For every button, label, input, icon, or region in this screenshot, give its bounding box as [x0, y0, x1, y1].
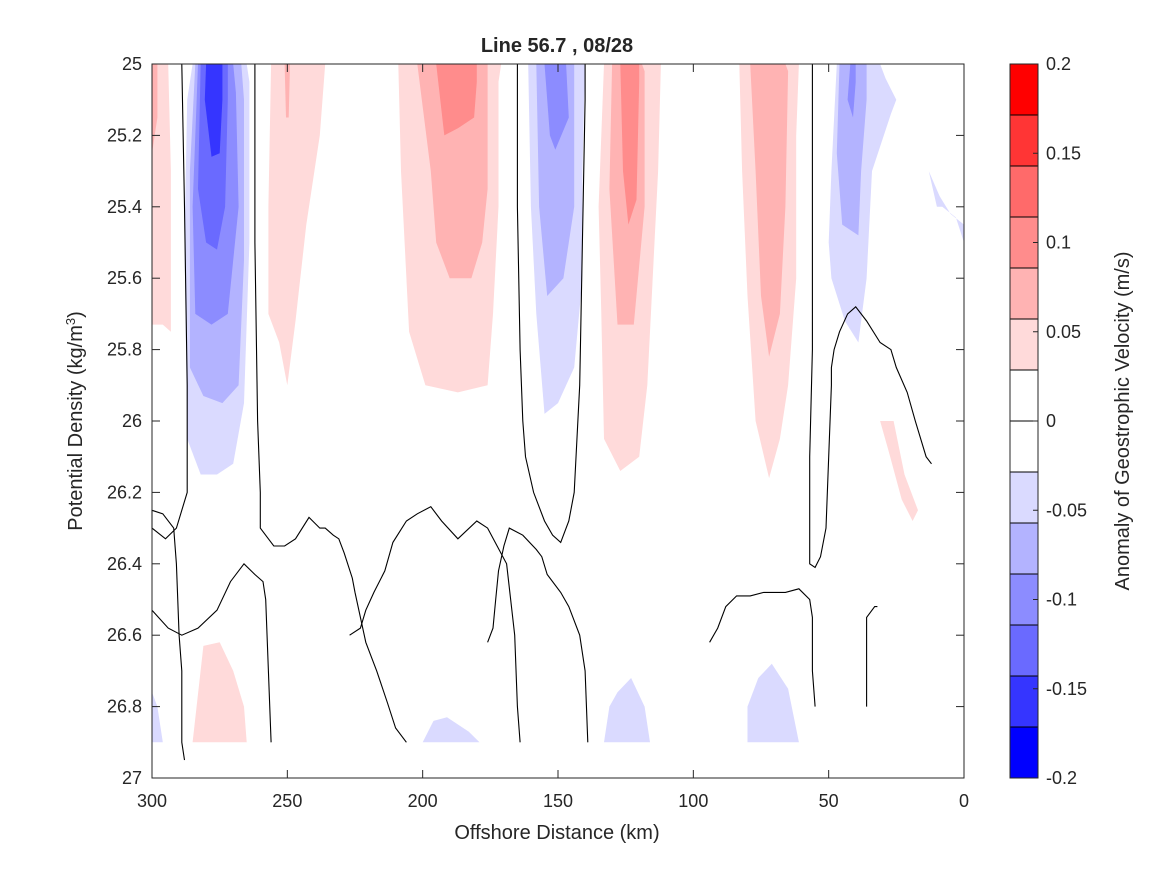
contour-region-pos1	[268, 64, 326, 386]
y-tick-label: 25	[122, 54, 142, 74]
y-tick-label: 26.2	[107, 482, 142, 502]
contour-region-neg1	[604, 678, 650, 743]
colorbar-swatch	[1010, 268, 1038, 320]
contour-region-pos1	[152, 64, 171, 332]
colorbar-tick-label: -0.2	[1046, 768, 1077, 788]
contour-region-neg1	[422, 717, 480, 743]
zero-contour-line	[151, 562, 272, 743]
x-tick-label: 0	[959, 791, 969, 811]
zero-contour-line	[516, 64, 586, 544]
colorbar-tick-label: 0	[1046, 411, 1056, 431]
colorbar-swatch	[1010, 523, 1038, 575]
colorbar-swatch	[1010, 319, 1038, 371]
contour-region-neg2	[836, 64, 867, 236]
x-tick-label: 150	[543, 791, 573, 811]
contour-region-pos3	[620, 64, 640, 225]
y-axis: 25 25.2 25.4 25.6 25.8 26 26.2 26.4 26.6 26.8 27	[107, 54, 964, 788]
zero-contour-line	[487, 527, 589, 743]
colorbar-swatch	[1010, 727, 1038, 779]
contour-region-neg3	[847, 64, 856, 118]
y-axis-label: Potential Density (kg/m3)	[63, 311, 88, 531]
zero-contour-line	[709, 588, 816, 707]
y-tick-label: 25.4	[107, 197, 142, 217]
zero-contour-line	[866, 606, 878, 707]
zero-contour-line	[254, 64, 407, 743]
colorbar-swatch	[1010, 421, 1038, 473]
colorbar-tick-label: -0.15	[1046, 679, 1087, 699]
y-axis-label-superscript: 3	[63, 318, 78, 325]
x-axis: 300 250 200 150 100 50 0	[137, 64, 969, 811]
colorbar-swatch	[1010, 676, 1038, 728]
x-tick-label: 50	[819, 791, 839, 811]
colorbar-tick-label: 0.2	[1046, 54, 1071, 74]
y-tick-label: 26.8	[107, 697, 142, 717]
y-tick-label: 26.6	[107, 625, 142, 645]
colorbar-swatch	[1010, 370, 1038, 422]
colorbar-tick-label: -0.05	[1046, 500, 1087, 520]
zero-contour-lines	[151, 63, 932, 761]
y-tick-label: 26	[122, 411, 142, 431]
contour-region-neg3	[544, 64, 569, 150]
y-axis-label-suffix: )	[65, 311, 87, 318]
colorbar-tick-label: 0.15	[1046, 143, 1081, 163]
x-tick-label: 250	[272, 791, 302, 811]
contour-region-pos2	[750, 64, 789, 357]
y-axis-label-prefix: Potential Density (kg/m	[65, 325, 87, 531]
colorbar-swatch	[1010, 115, 1038, 167]
zero-contour-line	[809, 64, 932, 569]
y-tick-label: 26.4	[107, 554, 142, 574]
x-axis-label: Offshore Distance (km)	[454, 822, 659, 844]
colorbar-tick-label: 0.05	[1046, 322, 1081, 342]
contour-region-neg1	[747, 663, 799, 743]
contour-region-pos1	[880, 421, 918, 521]
colorbar-tick-label: 0.1	[1046, 233, 1071, 253]
colorbar-tick-label: -0.1	[1046, 590, 1077, 610]
x-tick-label: 300	[137, 791, 167, 811]
colorbar: 0.2 0.15 0.1 0.05 0 -0.05 -0.1 -0.15 -0.2	[1009, 54, 1087, 788]
contour-region-pos2	[284, 64, 290, 118]
colorbar-label: Anomaly of Geostrophic Velocity (m/s)	[1112, 251, 1134, 590]
x-tick-label: 100	[678, 791, 708, 811]
colorbar-swatch	[1010, 472, 1038, 524]
y-tick-label: 27	[122, 768, 142, 788]
y-tick-label: 25.8	[107, 340, 142, 360]
zero-contour-line	[349, 505, 521, 743]
contour-region-pos2	[152, 64, 158, 154]
x-tick-label: 200	[408, 791, 438, 811]
contour-region-neg1	[152, 692, 163, 743]
chart-title: Line 56.7 , 08/28	[481, 35, 633, 57]
filled-contours	[152, 64, 964, 743]
y-tick-label: 25.6	[107, 268, 142, 288]
y-tick-label: 25.2	[107, 125, 142, 145]
contour-region-pos3	[436, 64, 477, 136]
colorbar-swatch	[1010, 166, 1038, 218]
plot-area	[151, 63, 965, 779]
colorbar-swatch	[1010, 625, 1038, 677]
colorbar-swatch	[1010, 64, 1038, 116]
contour-region-pos1	[192, 642, 247, 743]
contour-region-neg5	[204, 64, 223, 157]
